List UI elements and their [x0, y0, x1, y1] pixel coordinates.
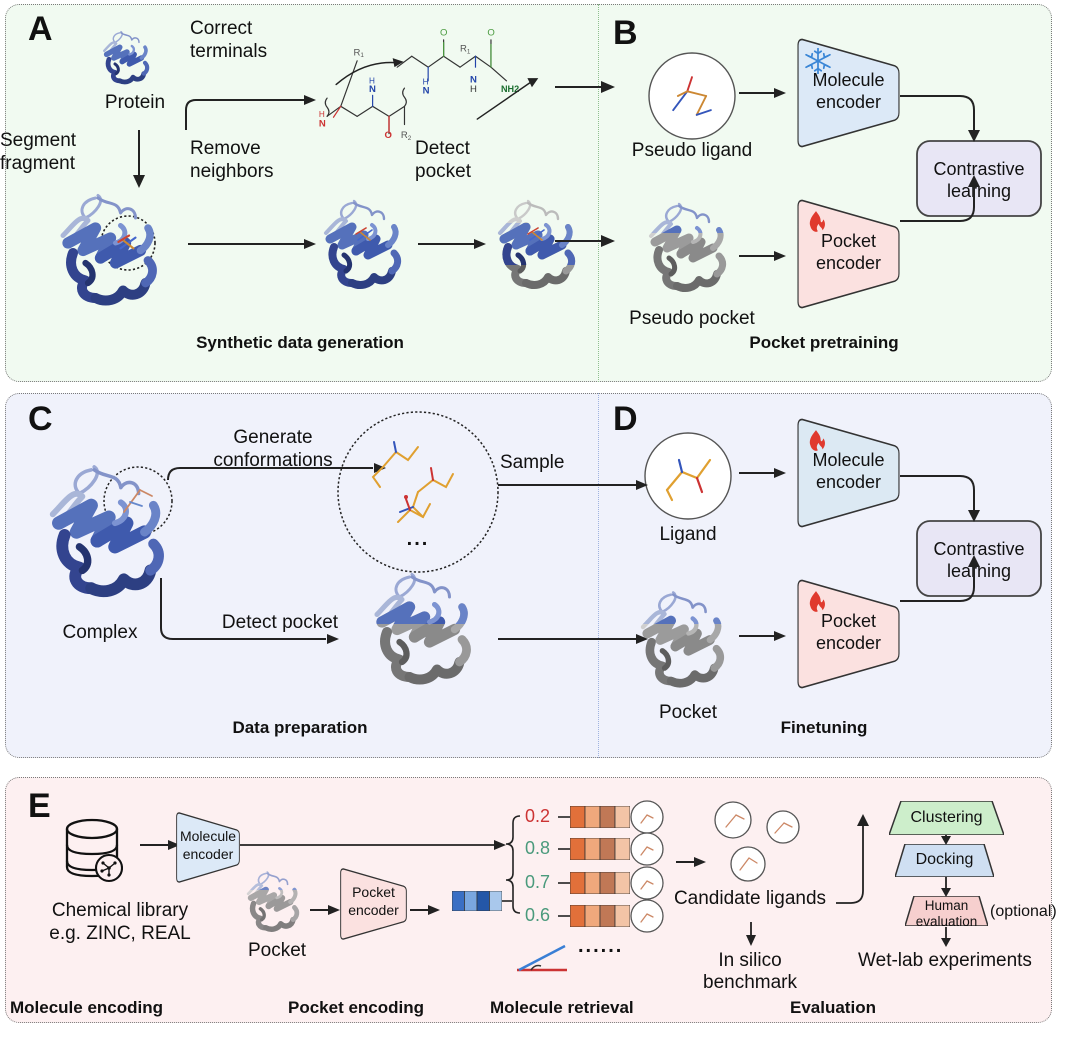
svg-text:O: O — [384, 130, 392, 140]
svg-text:R1: R1 — [460, 44, 471, 56]
svg-text:R2: R2 — [401, 130, 412, 140]
svg-text:N: N — [470, 75, 477, 86]
svg-text:H: H — [423, 77, 429, 86]
svg-text:R1: R1 — [354, 47, 365, 59]
svg-text:H: H — [319, 110, 325, 119]
svg-text:N: N — [423, 86, 430, 97]
svg-text:N: N — [319, 118, 326, 129]
svg-text:H: H — [369, 77, 375, 86]
svg-text:O: O — [487, 27, 494, 38]
